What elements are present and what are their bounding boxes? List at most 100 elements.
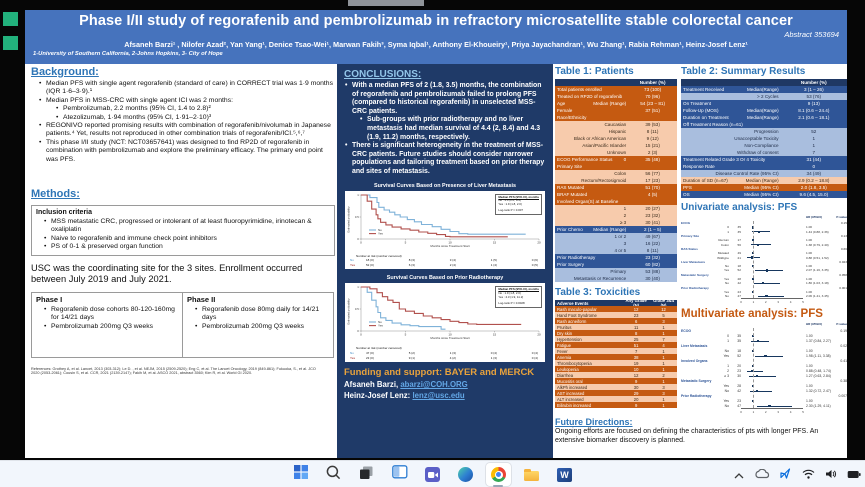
adverse-event-name: Rash acneiform (557, 318, 587, 324)
snap-layouts-button[interactable] (387, 463, 412, 486)
forest-hr-text: 1.00 (806, 333, 813, 338)
task-view-button[interactable] (354, 463, 379, 486)
forest-item-label: 0 (727, 333, 729, 338)
row-value: Number (%) (639, 80, 666, 85)
forest-hr-text: 1.98 (1.11, 3.38) (806, 353, 831, 358)
edge-button[interactable] (453, 463, 478, 486)
tray-overflow-button[interactable] (731, 464, 747, 486)
phase2-bullet: Pembrolizumab 200mg Q3 weeks (195, 323, 329, 332)
grade34-value: 1 (662, 396, 665, 402)
volume-button[interactable] (823, 464, 839, 486)
contact2-email-link[interactable]: lenz@usc.edu (412, 391, 465, 401)
teams-button[interactable] (420, 463, 445, 486)
forest-ci-line (758, 295, 784, 297)
table-row: Prior Surgery 60 (82) (555, 261, 677, 268)
row-label: > 2 Cycles (757, 94, 779, 99)
phase1-bullet-list: Regorafenib dose cohorts 80-120-160mg fo… (36, 306, 178, 332)
table-row: Prior Chemo Median (Range) 2 (1 – 5) (555, 226, 677, 233)
chrome-button[interactable] (486, 463, 511, 487)
forest-hr-text: 1.00 (806, 264, 813, 269)
row-value: 2 (3) (647, 150, 658, 155)
km-stats-box: Median PFS (95% CI), months No : 4.4 (2.0… (495, 193, 542, 215)
km-risk-value: 5 (2) (408, 350, 415, 355)
location-button[interactable] (777, 464, 793, 486)
forest-reference-line (753, 221, 755, 299)
row-value: 16 (22) (645, 241, 660, 246)
row-label-cell: Withdraw of consent (681, 150, 781, 155)
km-risk-table: Number at risk (number censored) No 18 (0)… (346, 254, 544, 268)
row-label: 1 (623, 206, 627, 211)
any-grade-value: 38 (633, 354, 639, 360)
adverse-event-name: Diarrhea (557, 372, 574, 378)
row-value: 51 (70) (645, 185, 660, 190)
row-sublabel: Median(Range) (746, 87, 779, 92)
search-button[interactable] (321, 463, 346, 486)
row-label: Primary (610, 269, 627, 274)
table-row: Female 37 (51) (555, 107, 677, 114)
snap-layouts-icon (391, 465, 408, 484)
adverse-event-name: Leukopenia (557, 366, 579, 372)
forest-row: Primary Site 0.13 (681, 234, 847, 238)
grade34-value: 1 (662, 402, 665, 408)
row-sublabel: Median (Range) (745, 178, 779, 183)
word-button[interactable]: W (552, 463, 577, 486)
poster: Phase I/II study of regorafenib and pemb… (25, 10, 847, 458)
forest-item-n: 52 (737, 268, 741, 273)
table-row: Treated on RP2D of regorafenib 70 (96) (555, 93, 677, 100)
forest-item-label: Rectum (718, 238, 729, 243)
conclusion-bullet: With a median PFS of 2 (1.8, 3.5) months… (344, 82, 546, 142)
battery-button[interactable] (846, 464, 862, 486)
svg-text:Yes: Yes (378, 231, 383, 235)
table3-row: Mucositis oral 9 1 (555, 378, 677, 384)
row-label-cell: Prior Radiotherapy (555, 255, 628, 260)
forest-item-n: 35 (737, 229, 741, 234)
forest-item-n: 47 (737, 294, 741, 299)
row-label: 3 (623, 241, 627, 246)
row-value: 8 (11) (646, 248, 659, 253)
poster-header: Phase I/II study of regorafenib and pemb… (25, 10, 847, 64)
row-label-cell: Duration of SD (n=67) Median (Range) (681, 178, 781, 183)
table3-row: Hypertension 25 7 (555, 336, 677, 342)
forest-row: Liver Metastasis 0.023 (681, 260, 847, 264)
table-row: 3 16 (22) (555, 240, 677, 247)
wifi-button[interactable] (800, 464, 816, 486)
forest-hr-dot (765, 269, 768, 272)
row-label: 4 or 5 (614, 248, 627, 253)
any-grade-value: 6 (634, 318, 638, 324)
inclusion-bullet: PS of 0-1 & preserved organ function (44, 243, 330, 252)
row-label-cell: Asian/Pacific Islander (555, 143, 628, 148)
row-value: 4 (5) (647, 192, 658, 197)
table3-title: Table 3: Toxicities (555, 287, 641, 298)
contact2-name: Heinz-Josef Lenz: (344, 391, 413, 401)
table3-toxicities: Adverse Events Any Grade (N) Grade 3&4 (N)… (555, 300, 677, 408)
forest-row: No 47 2.06 (1.41, 3.45) (681, 294, 847, 298)
forest-item-label: Yes (723, 277, 729, 281)
file-explorer-button[interactable] (519, 463, 544, 486)
background-bullet: REGONIVO reported promising results with… (39, 122, 335, 139)
km-risk-values: 23 (0) 9 (1) 4 (2) 1 (3) 0 (4) (366, 356, 538, 361)
univariate-forest-plot: HR (95%CI) P-value ECOG 0.15 0 35 1.00 1 35 1.44 … (681, 215, 847, 304)
table-row: Black or African American 9 (12) (555, 135, 677, 142)
forest-hr-dot (750, 256, 753, 259)
contact1-email-link[interactable]: abarzi@COH.ORG (400, 380, 468, 390)
forest-group-label: Prior Radiotherapy (681, 393, 712, 398)
km-risk-series-name: No (350, 258, 354, 263)
inclusion-bullet-list: MSS metastatic CRC, progressed or intole… (36, 218, 330, 252)
row-label-cell: 3 (555, 241, 628, 246)
forest-hr-dot (762, 282, 765, 285)
svg-text:Months since Treatment Start: Months since Treatment Start (430, 337, 469, 341)
adverse-event-name: Pruritus (557, 324, 572, 330)
onedrive-button[interactable] (754, 464, 770, 486)
table3-row: Bilirubin increased 9 1 (555, 402, 677, 408)
start-button[interactable] (288, 463, 313, 486)
km-risk-value: 0 (4) (531, 350, 538, 355)
table3-row: Fatigue 51 4 (555, 342, 677, 348)
speaker-icon (825, 466, 837, 484)
row-value: 53 (76) (806, 94, 822, 99)
table-row: 1 20 (27) (555, 205, 677, 212)
forest-plot-cell (741, 242, 803, 246)
any-grade-value: 25 (633, 336, 639, 342)
row-label: Metastasis or Recurrence (573, 276, 627, 281)
forest-item-n: 23 (737, 398, 741, 403)
battery-icon (847, 466, 861, 484)
